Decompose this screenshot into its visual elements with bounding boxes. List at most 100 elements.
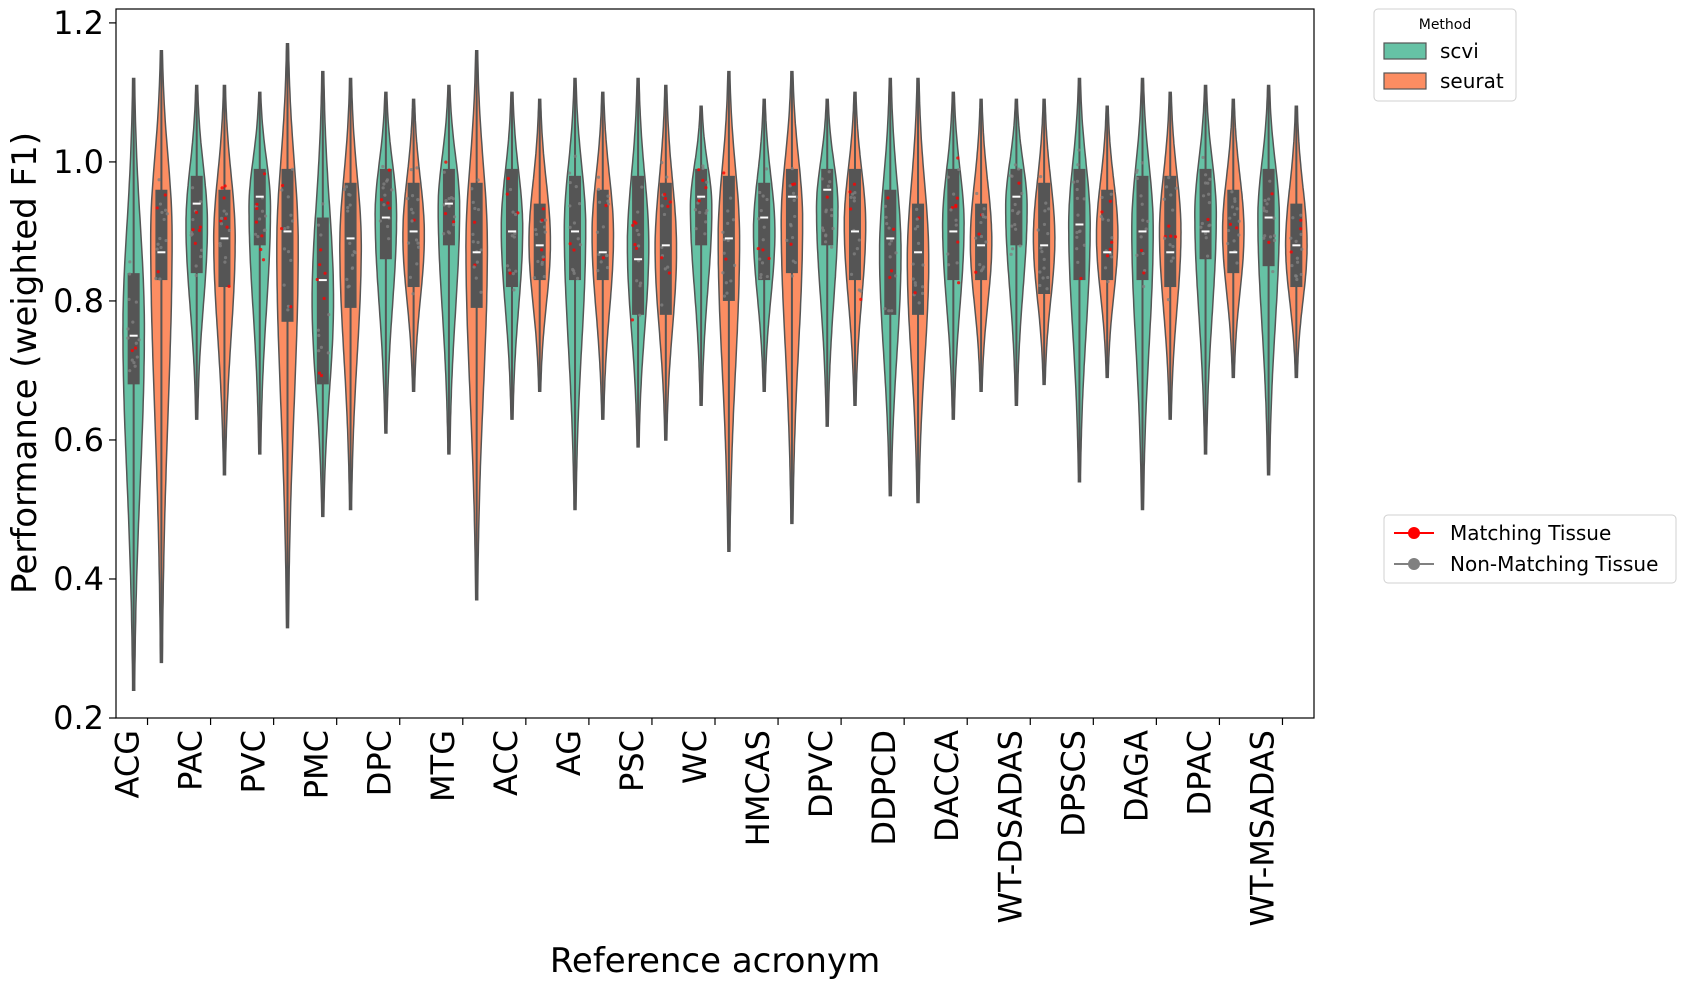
strip-point-acg-seurat (157, 178, 161, 182)
strip-point-psc-scvi (630, 318, 635, 322)
strip-point-dpscs-seurat (1105, 254, 1110, 258)
strip-point-dpvc-seurat (849, 272, 854, 276)
legend-label-non-matching: Non-Matching Tissue (1450, 552, 1658, 576)
iqr-box-acg-seurat (155, 189, 168, 281)
strip-point-dpc-seurat (409, 207, 414, 211)
x-tick-label-mtg: MTG (424, 730, 462, 802)
strip-point-dpscs-scvi (1076, 260, 1080, 264)
strip-point-psc-seurat (660, 256, 664, 260)
strip-point-hmcas-scvi (757, 217, 761, 221)
strip-point-acc-seurat (532, 276, 537, 280)
strip-point-wt-dsadas-seurat (1041, 276, 1045, 280)
strip-point-dacca-scvi (956, 156, 960, 160)
strip-point-ag-scvi (572, 271, 576, 276)
strip-point-wc-scvi (704, 186, 708, 190)
strip-point-dpc-seurat (414, 238, 419, 242)
strip-point-dpscs-seurat (1099, 214, 1103, 219)
legend-label-scvi: scvi (1440, 39, 1479, 63)
strip-point-pmc-scvi (319, 248, 323, 252)
strip-point-dpscs-scvi (1082, 243, 1086, 247)
strip-point-mtg-scvi (447, 204, 451, 208)
strip-point-pac-seurat (223, 184, 227, 188)
strip-point-acg-seurat (155, 206, 159, 210)
iqr-box-daga-scvi (1136, 175, 1149, 281)
strip-point-pac-seurat (227, 228, 231, 233)
strip-point-dpvc-scvi (831, 226, 835, 231)
strip-point-dpscs-seurat (1110, 240, 1114, 244)
strip-point-wt-msadas-seurat (1294, 274, 1298, 278)
strip-point-wc-scvi (703, 232, 707, 236)
strip-point-acg-seurat (162, 217, 166, 222)
strip-point-ddpcd-scvi (888, 242, 892, 246)
strip-point-dpvc-scvi (828, 180, 832, 184)
strip-point-psc-seurat (662, 212, 667, 217)
x-tick-label-wc: WC (676, 730, 714, 784)
strip-point-dpvc-seurat (849, 195, 853, 199)
strip-point-hmcas-seurat (793, 260, 797, 265)
strip-point-dpc-seurat (406, 241, 411, 245)
strip-point-pvc-seurat (286, 195, 290, 199)
strip-point-dpvc-scvi (827, 170, 831, 174)
strip-point-mtg-scvi (447, 231, 452, 235)
strip-point-ag-scvi (572, 248, 576, 252)
strip-point-acc-scvi (510, 234, 514, 238)
strip-point-psc-scvi (635, 279, 639, 283)
strip-point-wt-msadas-scvi (1272, 216, 1276, 220)
strip-point-dpscs-scvi (1082, 197, 1086, 201)
strip-point-wt-msadas-scvi (1268, 179, 1272, 183)
strip-point-ddpcd-scvi (889, 269, 894, 273)
y-tick-label: 0.6 (53, 421, 104, 459)
strip-point-pac-seurat (225, 225, 229, 229)
strip-point-pmc-scvi (327, 313, 331, 317)
strip-point-wc-scvi (701, 164, 705, 168)
strip-point-ddpcd-scvi (888, 255, 892, 259)
strip-point-hmcas-scvi (759, 272, 763, 277)
strip-point-dpc-seurat (411, 292, 415, 296)
strip-point-ag-scvi (568, 204, 572, 208)
strip-point-dacca-scvi (955, 196, 959, 200)
strip-point-ag-scvi (568, 180, 572, 185)
strip-point-wt-dsadas-scvi (1017, 181, 1021, 185)
strip-point-daga-seurat (1162, 197, 1166, 201)
strip-point-dpscs-seurat (1109, 192, 1113, 196)
strip-point-wt-dsadas-seurat (1046, 232, 1050, 236)
strip-point-wc-seurat (722, 251, 726, 255)
strip-point-mtg-scvi (452, 223, 456, 227)
strip-point-ddpcd-seurat (921, 263, 925, 267)
strip-point-wt-dsadas-scvi (1016, 211, 1020, 216)
strip-point-acc-seurat (543, 218, 548, 222)
legend-label-seurat: seurat (1440, 69, 1504, 93)
strip-point-pmc-scvi (316, 223, 321, 227)
strip-point-pvc-scvi (262, 172, 267, 176)
strip-point-dpscs-scvi (1075, 187, 1079, 192)
strip-point-dacca-scvi (954, 205, 958, 209)
strip-point-dpc-scvi (378, 219, 383, 223)
strip-point-dpac-seurat (1230, 190, 1234, 194)
strip-point-dpac-scvi (1207, 192, 1211, 196)
strip-point-pac-scvi (199, 248, 204, 252)
strip-point-wt-msadas-seurat (1291, 216, 1295, 220)
strip-point-pac-seurat (219, 216, 224, 220)
strip-point-pvc-seurat (286, 304, 291, 308)
strip-point-dacca-scvi (946, 175, 950, 179)
strip-point-daga-seurat (1166, 298, 1171, 302)
strip-point-pvc-seurat (283, 227, 287, 231)
strip-point-pac-scvi (191, 217, 195, 222)
strip-point-dpscs-seurat (1106, 280, 1110, 284)
strip-point-ddpcd-seurat (913, 283, 918, 287)
strip-point-pvc-scvi (255, 202, 259, 206)
strip-point-ag-seurat (596, 269, 600, 273)
strip-point-pmc-seurat (345, 277, 349, 281)
strip-point-acc-seurat (542, 275, 546, 279)
strip-point-wc-seurat (729, 196, 733, 200)
strip-point-dpac-scvi (1208, 223, 1212, 227)
strip-point-psc-seurat (665, 175, 669, 179)
strip-point-wt-dsadas-seurat (1036, 228, 1040, 232)
strip-point-wt-msadas-seurat (1300, 247, 1304, 251)
strip-point-psc-scvi (638, 284, 642, 288)
strip-point-daga-seurat (1169, 234, 1173, 238)
strip-point-dpvc-seurat (851, 192, 855, 196)
strip-point-pmc-seurat (348, 203, 352, 207)
iqr-box-dpac-scvi (1199, 168, 1212, 260)
strip-point-dpvc-scvi (829, 245, 834, 249)
